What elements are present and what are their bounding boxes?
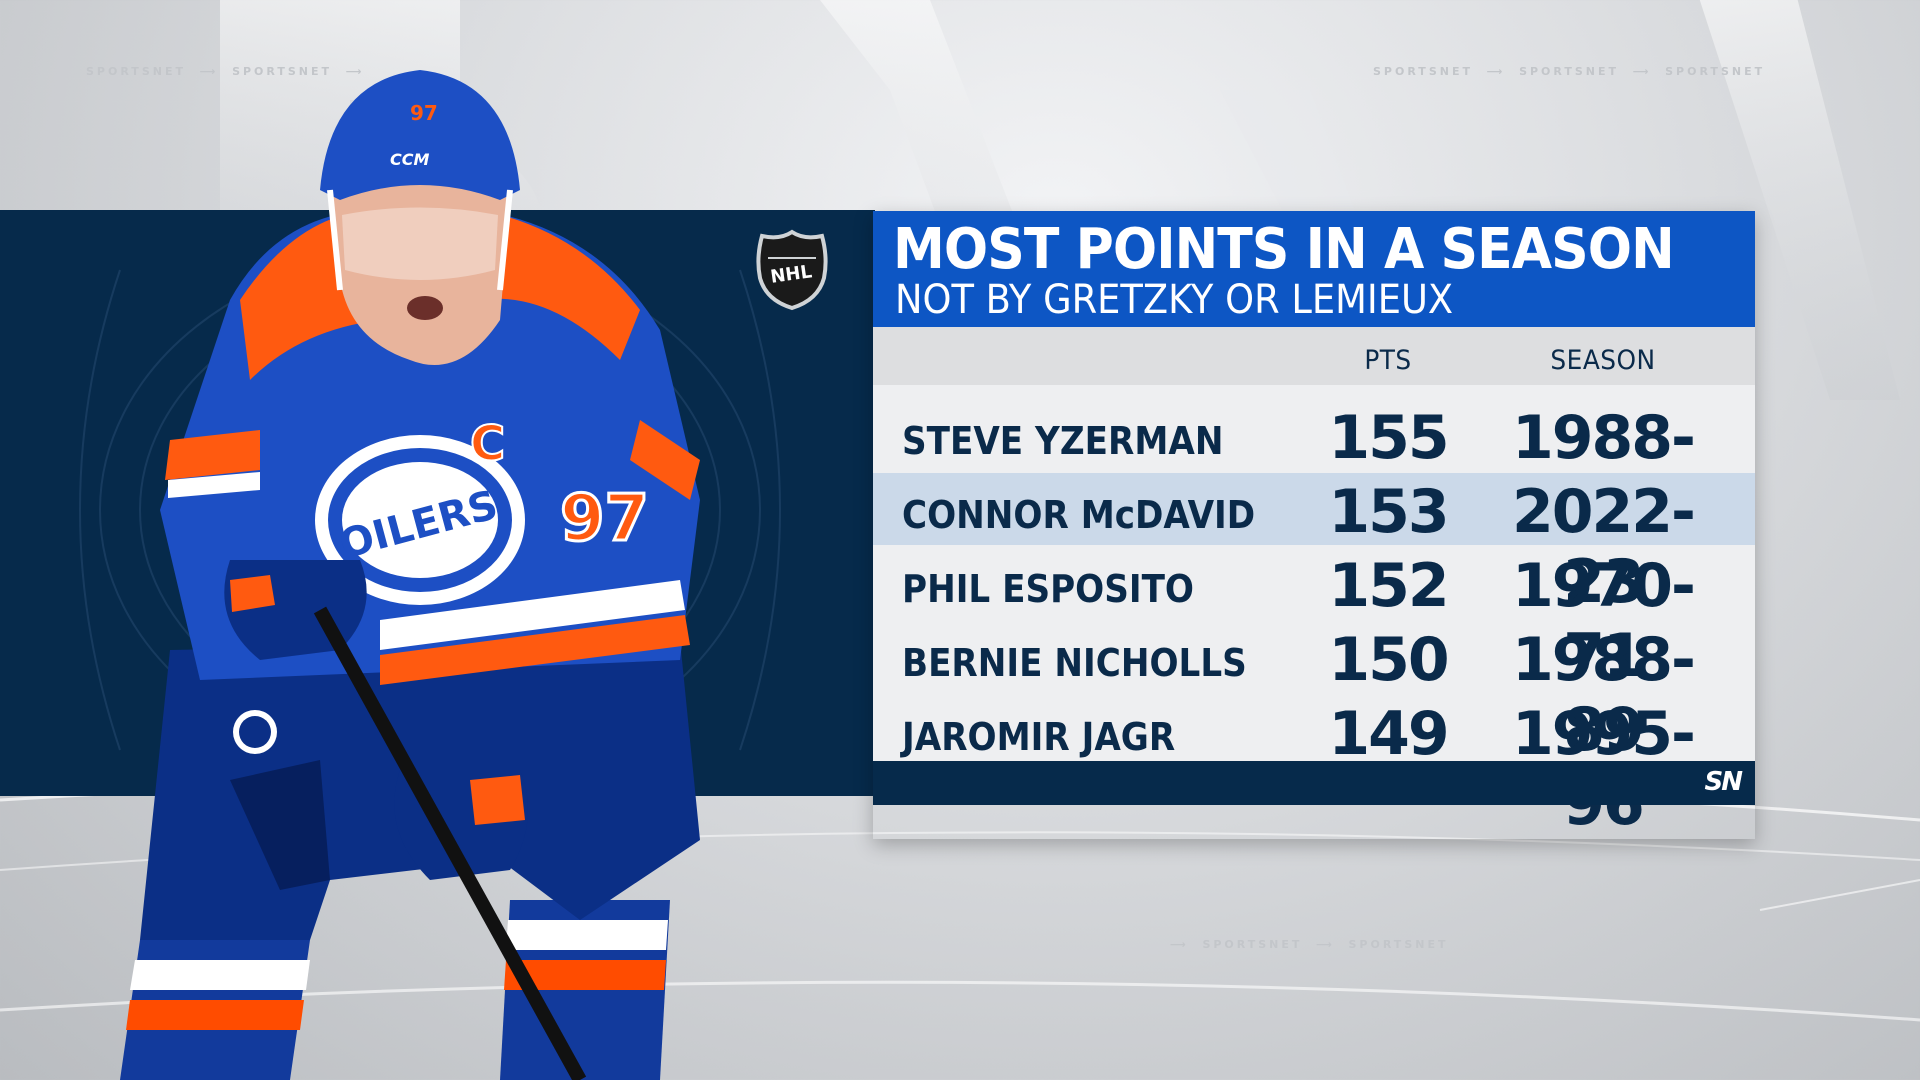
watermark-text: SPORTSNET [86, 65, 186, 78]
table-row: STEVE YZERMAN 155 1988-89 [873, 399, 1755, 543]
helmet-brand: CCM [390, 150, 429, 169]
captain-letter: C [470, 416, 505, 472]
season-value: 2022-23 [1512, 477, 1696, 617]
sportsnet-logo-icon: SN [1704, 767, 1743, 797]
points-value: 152 [1328, 551, 1449, 621]
player-name: JAROMIR JAGR [902, 715, 1176, 759]
player-name: STEVE YZERMAN [902, 419, 1224, 463]
title-block: MOST POINTS IN A SEASON NOT BY GRETZKY O… [873, 211, 1755, 327]
table-row: PHIL ESPOSITO 152 1970-71 [873, 547, 1755, 691]
points-value: 155 [1328, 403, 1449, 473]
player-name: BERNIE NICHOLLS [902, 641, 1247, 685]
watermark-text: SPORTSNET [1373, 65, 1473, 78]
table-row-highlighted: CONNOR McDAVID 153 2022-23 [873, 473, 1755, 617]
sportsnet-watermark-bottom: ⟶ SPORTSNET ⟶ SPORTSNET [1170, 938, 1449, 951]
table-row: JAROMIR JAGR 149 1995-96 [873, 695, 1755, 839]
sportsnet-watermark-top-right: SPORTSNET ⟶ SPORTSNET ⟶ SPORTSNET [1373, 65, 1766, 78]
table-footer-bar: SN [873, 761, 1755, 805]
table-body: STEVE YZERMAN 155 1988-89 CONNOR McDAVID… [873, 385, 1755, 839]
column-header-season: SEASON [1550, 345, 1656, 376]
helmet-number: 97 [410, 101, 438, 125]
watermark-text: SPORTSNET [232, 65, 333, 78]
points-value: 149 [1328, 699, 1449, 769]
stats-table-card: MOST POINTS IN A SEASON NOT BY GRETZKY O… [873, 211, 1755, 839]
table-header-row: PTS SEASON [873, 327, 1755, 385]
watermark-text: SPORTSNET [1519, 65, 1620, 78]
watermark-text: SPORTSNET [1202, 938, 1303, 951]
season-value: 1970-71 [1512, 551, 1696, 691]
points-value: 153 [1328, 477, 1449, 547]
season-value: 1988-89 [1512, 625, 1696, 765]
table-row: BERNIE NICHOLLS 150 1988-89 [873, 621, 1755, 765]
sportsnet-watermark-top-left: SPORTSNET ⟶ SPORTSNET ⟶ [86, 65, 365, 78]
player-image: OILERS C 97 97 CCM [120, 70, 700, 1080]
nhl-shield-icon: NHL [756, 229, 828, 311]
player-name: CONNOR McDAVID [902, 493, 1256, 537]
points-value: 150 [1328, 625, 1449, 695]
graphic-title: MOST POINTS IN A SEASON [893, 217, 1675, 282]
graphic-subtitle: NOT BY GRETZKY OR LEMIEUX [895, 277, 1454, 323]
watermark-text: SPORTSNET [1665, 65, 1766, 78]
player-name: PHIL ESPOSITO [902, 567, 1195, 611]
sleeve-number: 97 [560, 482, 649, 556]
column-header-pts: PTS [1364, 345, 1412, 376]
watermark-text: SPORTSNET [1348, 938, 1449, 951]
